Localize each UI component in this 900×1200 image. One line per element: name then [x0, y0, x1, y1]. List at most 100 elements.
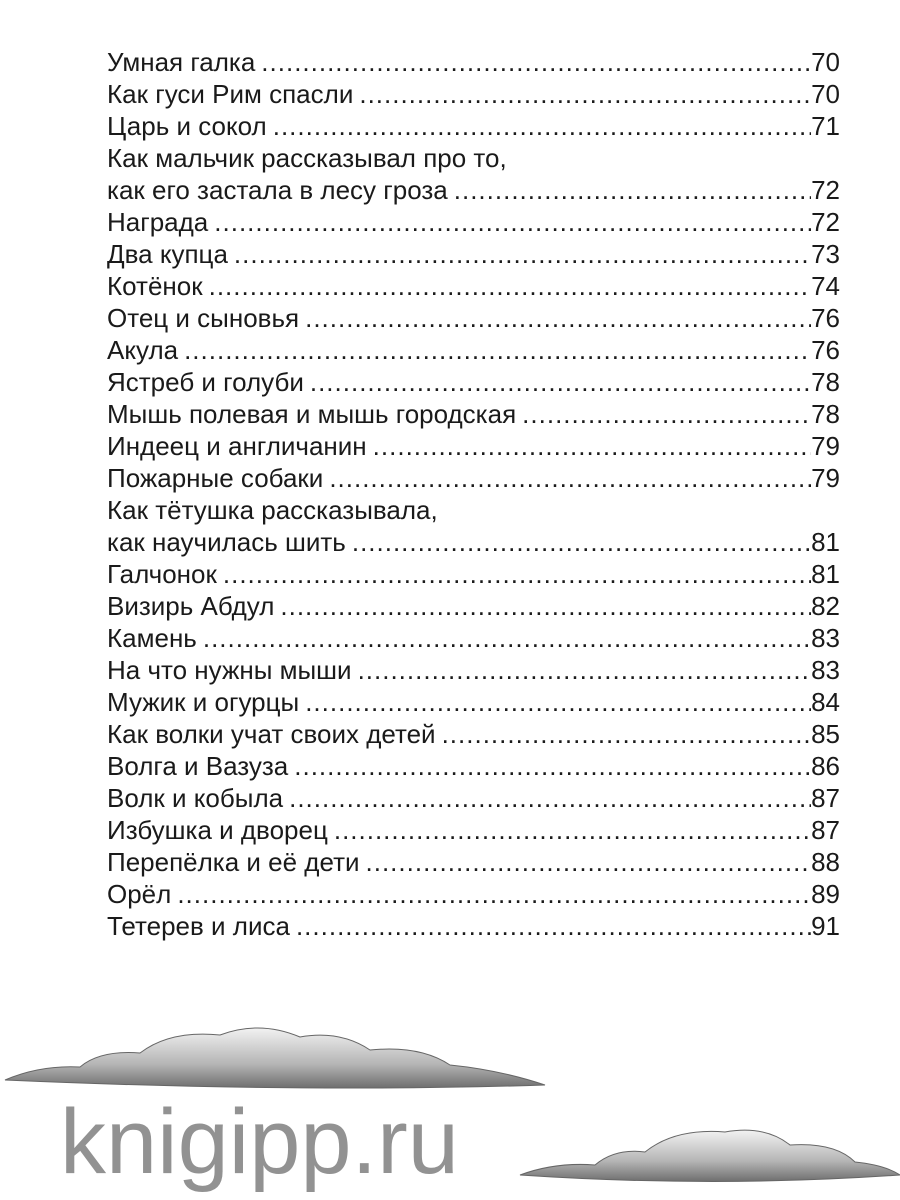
toc-entry[interactable]: Акула 76 — [107, 334, 840, 366]
toc-entry-page: 83 — [811, 623, 840, 653]
toc-entry-page: 78 — [811, 367, 840, 397]
toc-entry-page: 87 — [811, 815, 840, 845]
toc-entry[interactable]: Визирь Абдул 82 — [107, 590, 840, 622]
dot-leader — [177, 878, 811, 910]
dot-leader — [442, 718, 812, 750]
toc-entry-title: Ястреб и голуби — [107, 367, 304, 397]
toc-entry-title: Избушка и дворец — [107, 815, 328, 845]
toc-entry-title: Как мальчик рассказывал про то, — [107, 143, 507, 173]
dot-leader — [203, 622, 811, 654]
toc-entry-page: 91 — [811, 911, 840, 941]
toc-entry[interactable]: Как тётушка рассказывала, — [107, 494, 840, 526]
toc-entry-page: 81 — [811, 527, 840, 557]
toc-entry-title: Умная галка — [107, 47, 256, 77]
toc-entry-page: 76 — [811, 303, 840, 333]
toc-entry[interactable]: Галчонок 81 — [107, 558, 840, 590]
toc-entry-page: 81 — [811, 559, 840, 589]
dot-leader — [366, 846, 812, 878]
toc-entry[interactable]: Камень 83 — [107, 622, 840, 654]
toc-entry-title: как научилась шить — [107, 527, 346, 557]
toc-entry[interactable]: Орёл 89 — [107, 878, 840, 910]
dot-leader — [305, 302, 811, 334]
toc-entry-title: Тетерев и лиса — [107, 911, 290, 941]
toc-entry-title: Как волки учат своих детей — [107, 719, 436, 749]
toc-entry[interactable]: Мужик и огурцы 84 — [107, 686, 840, 718]
toc-entry[interactable]: На что нужны мыши 83 — [107, 654, 840, 686]
toc-entry-page: 79 — [811, 431, 840, 461]
toc-entry-page: 82 — [811, 591, 840, 621]
toc-entry-page: 72 — [811, 175, 840, 205]
toc-entry[interactable]: Как мальчик рассказывал про то, — [107, 142, 840, 174]
toc-entry-title: Награда — [107, 207, 209, 237]
dot-leader — [296, 910, 811, 942]
dot-leader — [522, 398, 811, 430]
cloud-illustration-right — [519, 1129, 900, 1182]
toc-entry-page: 78 — [811, 399, 840, 429]
cloud-illustration-left — [4, 1027, 546, 1089]
toc-entry[interactable]: Награда 72 — [107, 206, 840, 238]
toc-entry-page: 73 — [811, 239, 840, 269]
toc-entry[interactable]: Как гуси Рим спасли 70 — [107, 78, 840, 110]
dot-leader — [209, 270, 811, 302]
toc-entry-page: 71 — [811, 111, 840, 141]
toc-entry-page: 76 — [811, 335, 840, 365]
toc-entry-title: Котёнок — [107, 271, 203, 301]
dot-leader — [280, 590, 811, 622]
toc-entry[interactable]: Два купца 73 — [107, 238, 840, 270]
toc-entry-title: Орёл — [107, 879, 172, 909]
toc-entry-title: Как тётушка рассказывала, — [107, 495, 438, 525]
toc-entry-title: Царь и сокол — [107, 111, 267, 141]
toc-entry-title: Пожарные собаки — [107, 463, 324, 493]
toc-entry-page: 70 — [811, 47, 840, 77]
dot-leader — [352, 526, 811, 558]
toc-entry-page: 72 — [811, 207, 840, 237]
toc-entry-title: Перепёлка и её дети — [107, 847, 360, 877]
toc-entry[interactable]: Отец и сыновья 76 — [107, 302, 840, 334]
toc-entry-title: Волк и кобыла — [107, 783, 284, 813]
dot-leader — [289, 782, 811, 814]
toc-entry[interactable]: как его застала в лесу гроза 72 — [107, 174, 840, 206]
dot-leader — [358, 654, 812, 686]
toc-entry[interactable]: Волк и кобыла 87 — [107, 782, 840, 814]
dot-leader — [454, 174, 811, 206]
toc-entry[interactable]: Как волки учат своих детей 85 — [107, 718, 840, 750]
toc-entry[interactable]: Перепёлка и её дети 88 — [107, 846, 840, 878]
toc-entry-title: Отец и сыновья — [107, 303, 300, 333]
watermark: knigipp.ru — [60, 1091, 459, 1193]
dot-leader — [294, 750, 811, 782]
toc-entry-page: 84 — [811, 687, 840, 717]
toc-entry-title: Волга и Вазуза — [107, 751, 289, 781]
toc-entry[interactable]: Котёнок 74 — [107, 270, 840, 302]
toc-entry[interactable]: Избушка и дворец 87 — [107, 814, 840, 846]
toc-entry[interactable]: Тетерев и лиса 91 — [107, 910, 840, 942]
toc-entry[interactable]: Царь и сокол 71 — [107, 110, 840, 142]
toc-entry-title: На что нужны мыши — [107, 655, 352, 685]
toc-entry-title: Визирь Абдул — [107, 591, 275, 621]
toc-entry[interactable]: Пожарные собаки 79 — [107, 462, 840, 494]
toc-entry[interactable]: Индеец и англичанин 79 — [107, 430, 840, 462]
toc-entry-title: как его застала в лесу гроза — [107, 175, 448, 205]
toc-entry-page: 74 — [811, 271, 840, 301]
toc-entry-title: Акула — [107, 335, 179, 365]
toc-entry-page: 88 — [811, 847, 840, 877]
toc-entry[interactable]: Ястреб и голуби 78 — [107, 366, 840, 398]
toc-entry-title: Мышь полевая и мышь городская — [107, 399, 517, 429]
dot-leader — [373, 430, 811, 462]
dot-leader — [214, 206, 811, 238]
toc-entry-title: Мужик и огурцы — [107, 687, 300, 717]
dot-leader — [305, 686, 811, 718]
dot-leader — [310, 366, 811, 398]
toc-entry-title: Индеец и англичанин — [107, 431, 367, 461]
toc-entry-title: Два купца — [107, 239, 228, 269]
toc-entry-page: 86 — [811, 751, 840, 781]
toc-entry[interactable]: как научилась шить 81 — [107, 526, 840, 558]
toc-entry[interactable]: Умная галка 70 — [107, 46, 840, 78]
dot-leader — [261, 46, 811, 78]
dot-leader — [273, 110, 811, 142]
toc-entry[interactable]: Волга и Вазуза 86 — [107, 750, 840, 782]
toc-entry[interactable]: Мышь полевая и мышь городская 78 — [107, 398, 840, 430]
dot-leader — [359, 78, 811, 110]
toc-entry-title: Камень — [107, 623, 197, 653]
dot-leader — [329, 462, 811, 494]
toc-entry-title: Галчонок — [107, 559, 217, 589]
